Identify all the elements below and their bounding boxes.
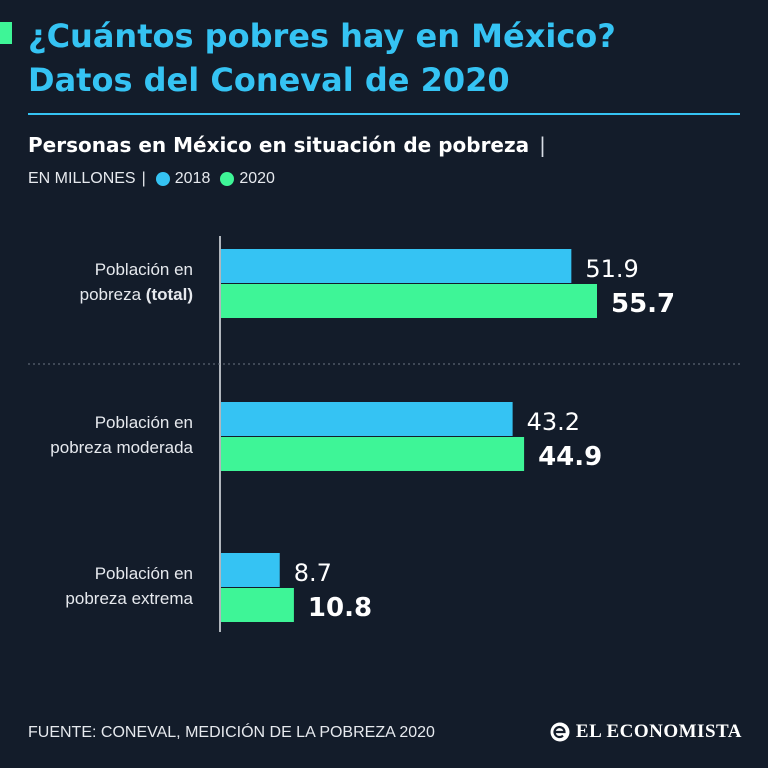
bar-2018 (221, 249, 572, 283)
legend-dot-2018 (155, 172, 170, 186)
data-label-2020: 55.7 (611, 289, 675, 319)
data-label-2020: 44.9 (538, 442, 602, 472)
bar-2018 (221, 402, 513, 436)
bar-2020 (221, 437, 525, 471)
title-line-1: ¿Cuántos pobres hay en México? (28, 17, 616, 55)
title-line-2: Datos del Coneval de 2020 (28, 61, 510, 99)
data-label-2018: 43.2 (527, 408, 580, 436)
category-label-line2: pobreza (80, 285, 146, 304)
legend-item-2018: 2018 (155, 168, 211, 190)
legend-dot-2020 (220, 172, 235, 186)
subtitle-text: Personas en México en situación de pobre… (28, 133, 530, 157)
category-label-bold: (total) (146, 285, 193, 304)
category-label-line1: Población en (95, 564, 193, 583)
bar-2018 (221, 553, 280, 587)
chart-subtitle: Personas en México en situación de pobre… (28, 131, 546, 159)
category-label-line2: pobreza moderada (50, 438, 193, 457)
subtitle-separator: | (539, 133, 546, 157)
units-legend-row: EN MILLONES | 2018 2020 (28, 168, 285, 190)
category-label-line1: Población en (95, 413, 193, 432)
category-label-line2: pobreza extrema (65, 589, 193, 608)
category-label: Población en pobreza moderada (50, 413, 193, 457)
brand-e-icon (550, 722, 570, 742)
bar-2020 (221, 284, 597, 318)
legend-label-2020: 2020 (239, 170, 275, 187)
legend-item-2020: 2020 (220, 168, 275, 190)
brand-name: EL ECONOMISTA (575, 721, 742, 742)
data-label-2018: 51.9 (585, 255, 638, 283)
page-title: ¿Cuántos pobres hay en México? Datos del… (28, 14, 748, 102)
brand-logo: EL ECONOMISTA (550, 719, 742, 745)
footer-source: FUENTE: CONEVAL, MEDICIÓN DE LA POBREZA … (28, 724, 435, 741)
bar-2020 (221, 588, 294, 622)
accent-mark (0, 22, 12, 44)
units-label: EN MILLONES (28, 170, 136, 187)
category-label-line1: Población en (95, 260, 193, 279)
legend-label-2018: 2018 (174, 170, 211, 187)
data-label-2020: 10.8 (308, 593, 372, 623)
category-label: Población en pobreza (total) (80, 260, 193, 304)
category-label: Población en pobreza extrema (65, 564, 193, 608)
title-divider (28, 113, 740, 115)
data-label-2018: 8.7 (294, 559, 332, 587)
units-separator: | (141, 170, 146, 187)
